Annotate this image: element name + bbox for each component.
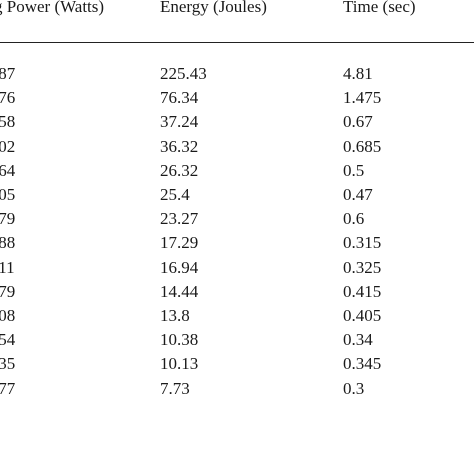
table-row: .08 13.8 0.405	[0, 306, 474, 330]
cell-energy: 17.29	[160, 233, 199, 253]
table-row: .35 10.13 0.345	[0, 354, 474, 378]
table-row: .88 17.29 0.315	[0, 233, 474, 257]
cell-energy: 13.8	[160, 306, 190, 325]
cell-energy: 7.73	[160, 378, 190, 398]
cell-time: 0.345	[343, 354, 382, 374]
cell-time: 0.6	[343, 209, 365, 229]
cell-avg-power: .05	[0, 185, 16, 204]
header-avg-power: g Power (Watts)	[0, 0, 105, 16]
table-row: .87 225.43 4.81	[0, 64, 474, 88]
table-row: .58 37.24 0.67	[0, 112, 474, 136]
cell-avg-power: .88	[0, 233, 16, 253]
table-header-row: g Power (Watts) Energy (Joules) Time (se…	[0, 0, 474, 24]
cell-energy: 26.32	[160, 160, 199, 180]
cell-time: 0.67	[343, 112, 373, 132]
cell-avg-power: .79	[0, 281, 16, 301]
cell-energy: 10.38	[160, 330, 199, 350]
cell-time: 0.405	[343, 306, 382, 325]
header-energy: Energy (Joules)	[160, 0, 267, 16]
cell-avg-power: .35	[0, 354, 16, 374]
table-row: .11 16.94 0.325	[0, 258, 474, 282]
cell-energy: 37.24	[160, 112, 199, 132]
cell-avg-power: .76	[0, 88, 16, 108]
table-row: .79 14.44 0.415	[0, 282, 474, 306]
cell-time: 0.685	[343, 136, 382, 156]
cell-avg-power: .11	[0, 257, 15, 277]
cell-avg-power: .77	[0, 378, 16, 398]
cell-avg-power: .79	[0, 209, 16, 229]
cell-time: 0.415	[343, 281, 382, 301]
cell-energy: 225.43	[160, 64, 207, 83]
cell-time: 1.475	[343, 88, 382, 108]
cell-energy: 10.13	[160, 354, 199, 374]
cell-avg-power: .54	[0, 330, 16, 350]
table-row: .02 36.32 0.685	[0, 137, 474, 161]
cell-avg-power: .58	[0, 112, 16, 132]
cell-avg-power: .08	[0, 306, 16, 325]
cell-avg-power: .02	[0, 136, 16, 156]
header-time: Time (sec)	[343, 0, 416, 16]
table-row: .79 23.27 0.6	[0, 209, 474, 233]
cell-energy: 76.34	[160, 88, 199, 108]
header-divider	[0, 42, 474, 43]
cell-energy: 23.27	[160, 209, 199, 229]
cell-energy: 16.94	[160, 257, 199, 277]
table-row: .76 76.34 1.475	[0, 88, 474, 112]
cell-energy: 36.32	[160, 136, 199, 156]
cell-energy: 14.44	[160, 281, 199, 301]
table-row: .64 26.32 0.5	[0, 161, 474, 185]
cell-avg-power: .64	[0, 160, 16, 180]
cell-avg-power: .87	[0, 64, 16, 83]
cell-time: 0.325	[343, 257, 382, 277]
cell-time: 0.47	[343, 185, 373, 204]
cell-time: 4.81	[343, 64, 373, 83]
cell-energy: 25.4	[160, 185, 190, 204]
cell-time: 0.34	[343, 330, 373, 350]
table-row: .54 10.38 0.34	[0, 330, 474, 354]
cell-time: 0.3	[343, 378, 365, 398]
table-row: .77 7.73 0.3	[0, 379, 474, 403]
cell-time: 0.315	[343, 233, 382, 253]
cell-time: 0.5	[343, 160, 365, 180]
table-row: .05 25.4 0.47	[0, 185, 474, 209]
